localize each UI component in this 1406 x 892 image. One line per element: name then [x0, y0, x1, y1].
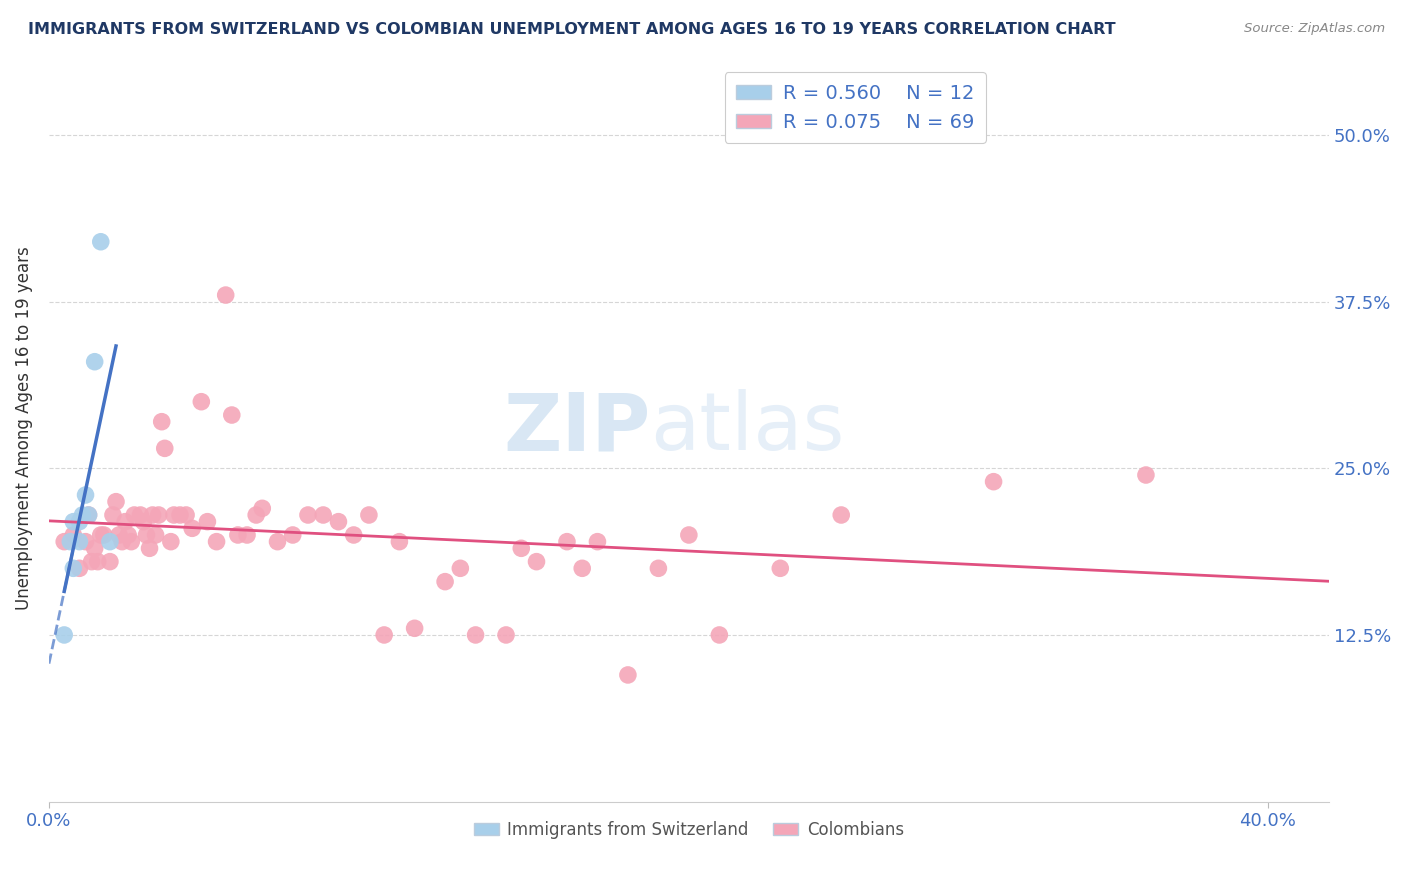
Point [510, 541, 533, 556]
Point [53, 534, 76, 549]
Point [90, 528, 112, 542]
Point [526, 555, 548, 569]
Text: atlas: atlas [651, 389, 845, 467]
Point [357, 508, 380, 522]
Point [62, 528, 84, 542]
Point [83, 355, 105, 369]
Point [266, 534, 288, 549]
Point [62, 515, 84, 529]
Point [108, 528, 131, 542]
Point [138, 541, 160, 556]
Point [105, 494, 128, 508]
Point [153, 442, 176, 456]
Point [571, 561, 593, 575]
Point [111, 534, 134, 549]
Point [205, 534, 228, 549]
Point [135, 528, 157, 542]
Point [252, 501, 274, 516]
Point [75, 534, 97, 549]
Text: IMMIGRANTS FROM SWITZERLAND VS COLOMBIAN UNEMPLOYMENT AMONG AGES 16 TO 19 YEARS : IMMIGRANTS FROM SWITZERLAND VS COLOMBIAN… [28, 22, 1116, 37]
Point [69, 561, 91, 575]
Point [120, 534, 142, 549]
Point [80, 555, 103, 569]
Point [190, 394, 212, 409]
Point [388, 534, 411, 549]
Point [163, 508, 186, 522]
Point [236, 528, 259, 542]
Point [72, 508, 94, 522]
Point [404, 621, 426, 635]
Point [150, 415, 173, 429]
Point [312, 508, 335, 522]
Point [75, 488, 97, 502]
Point [245, 508, 267, 522]
Point [77, 508, 100, 522]
Point [129, 508, 152, 522]
Point [69, 534, 91, 549]
Point [114, 515, 136, 529]
Point [142, 508, 165, 522]
Point [181, 521, 204, 535]
Point [197, 515, 219, 529]
Point [90, 235, 112, 249]
Point [98, 555, 121, 569]
Point [59, 534, 82, 549]
Point [343, 528, 366, 542]
Y-axis label: Unemployment Among Ages 16 to 19 years: Unemployment Among Ages 16 to 19 years [15, 246, 32, 610]
Point [87, 555, 110, 569]
Point [983, 475, 1005, 489]
Point [69, 515, 91, 529]
Point [709, 628, 731, 642]
Point [226, 528, 249, 542]
Point [281, 528, 304, 542]
Text: ZIP: ZIP [503, 389, 651, 467]
Point [434, 574, 457, 589]
Point [586, 534, 609, 549]
Point [328, 515, 350, 529]
Point [464, 628, 486, 642]
Point [53, 628, 76, 642]
Point [77, 508, 100, 522]
Point [132, 515, 155, 529]
Point [215, 288, 238, 302]
Point [617, 668, 640, 682]
Point [160, 534, 183, 549]
Point [83, 541, 105, 556]
Point [647, 561, 669, 575]
Point [769, 561, 792, 575]
Point [98, 534, 121, 549]
Point [148, 508, 170, 522]
Point [117, 528, 139, 542]
Text: Source: ZipAtlas.com: Source: ZipAtlas.com [1244, 22, 1385, 36]
Point [555, 534, 578, 549]
Point [495, 628, 517, 642]
Point [124, 508, 146, 522]
Point [169, 508, 191, 522]
Point [145, 528, 167, 542]
Point [449, 561, 471, 575]
Point [373, 628, 395, 642]
Point [174, 508, 197, 522]
Point [1135, 468, 1157, 483]
Point [101, 508, 124, 522]
Point [62, 561, 84, 575]
Legend: Immigrants from Switzerland, Colombians: Immigrants from Switzerland, Colombians [467, 814, 911, 846]
Point [678, 528, 700, 542]
Point [221, 408, 243, 422]
Point [297, 508, 319, 522]
Point [93, 528, 115, 542]
Point [830, 508, 852, 522]
